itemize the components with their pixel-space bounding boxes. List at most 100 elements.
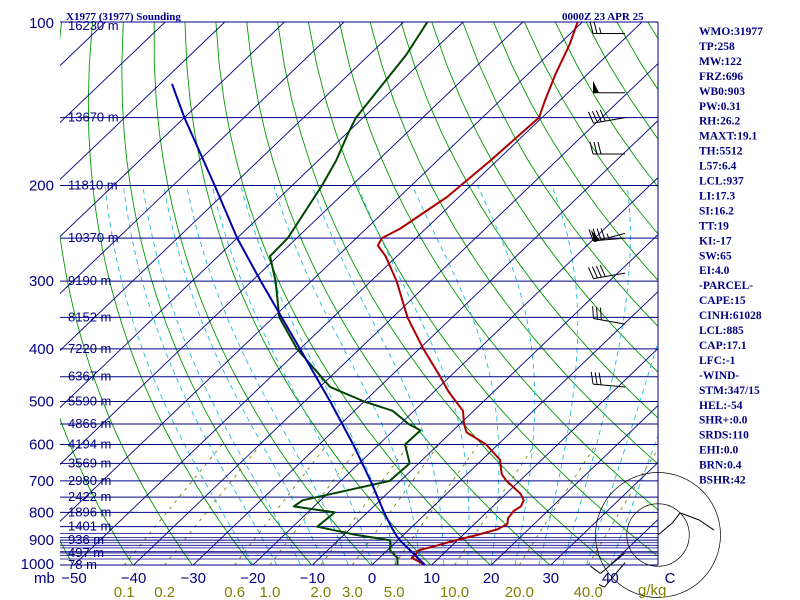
- barb-staff: [604, 562, 626, 588]
- barb-pennant: [593, 80, 599, 93]
- index-line: SW:65: [699, 250, 732, 262]
- barb-flag: [591, 266, 598, 279]
- wind-barb: [587, 109, 626, 124]
- barb-staff: [593, 383, 626, 388]
- pressure-tick-label: 100: [29, 15, 54, 32]
- barb-staff: [593, 318, 626, 325]
- index-line: EI:4.0: [699, 265, 730, 277]
- index-line: LFC:-1: [699, 355, 736, 367]
- isotherm: [60, 22, 345, 295]
- index-line: STM:347/15: [699, 385, 760, 397]
- barb-staff: [593, 272, 626, 280]
- isobars: [60, 21, 658, 566]
- index-line: TH:5512: [699, 146, 743, 158]
- height-label: 1401 m: [68, 519, 111, 534]
- height-label: 1896 m: [68, 504, 111, 519]
- index-line: KI:-17: [699, 235, 732, 247]
- height-labels: 16230 m 13670 m 11810 m 10370 m 9190 m 8152 m…: [68, 18, 119, 572]
- mixing-ratio-tick-label: 0.2: [154, 584, 175, 600]
- mixing-ratio-line: [164, 444, 261, 565]
- ylabel: mb: [34, 570, 55, 587]
- index-line: L57:6.4: [699, 161, 737, 173]
- barb-flag: [598, 372, 602, 385]
- wind-barb: [587, 265, 626, 280]
- wind-barb: [590, 552, 626, 574]
- height-label: 9190 m: [68, 273, 111, 288]
- barb-flag: [595, 265, 602, 278]
- mixing-ratio-axis: 0.1 0.2 0.6 1.0 2.0 3.0 5.0 10.0 20.0 40.0: [114, 584, 603, 600]
- isotherm: [60, 22, 166, 124]
- index-line: BRN:0.4: [699, 460, 742, 472]
- temperature-tick-label: −50: [61, 570, 86, 587]
- height-label: 6367 m: [68, 369, 111, 384]
- index-line: SRDS:110: [699, 430, 749, 442]
- barb-flag: [592, 306, 594, 319]
- barb-flag: [587, 111, 594, 124]
- barb-flag: [590, 565, 601, 574]
- temperature-tick-label: 10: [423, 570, 440, 587]
- parcel-path: [171, 83, 426, 565]
- index-line: CAP:17.1: [699, 340, 747, 352]
- index-line: MAXT:19.1: [699, 131, 757, 143]
- height-label: 10370 m: [68, 230, 119, 245]
- isotherm: [73, 22, 643, 565]
- isotherm: [192, 120, 658, 565]
- index-line: WB0:903: [699, 86, 745, 98]
- barb-flag: [592, 228, 598, 241]
- index-line: RH:26.2: [699, 116, 740, 128]
- height-label: 78 m: [68, 557, 97, 572]
- index-line: -WIND-: [699, 370, 739, 382]
- index-line: CINH:61028: [699, 310, 762, 322]
- isotherm: [60, 22, 226, 181]
- index-line: CAPE:15: [699, 295, 746, 307]
- index-line: SHR+:0.0: [699, 415, 748, 427]
- isotherm: [371, 290, 658, 565]
- height-label: 497 m: [68, 545, 104, 560]
- isotherm: [60, 22, 285, 238]
- pressure-tick-label: 1000: [21, 556, 54, 573]
- isotherm: [490, 404, 658, 565]
- pressure-tick-label: 700: [29, 473, 54, 490]
- index-line: TP:258: [699, 41, 735, 53]
- mixing-ratio-line: [518, 444, 597, 565]
- pressure-tick-label: 200: [29, 177, 54, 194]
- mixing-ratio-tick-label: 1.0: [259, 584, 280, 600]
- index-line: TT:19: [699, 220, 729, 232]
- temperature-tick-label: −20: [240, 570, 265, 587]
- hodograph-trace: [657, 512, 715, 536]
- height-label: 11810 m: [68, 177, 118, 192]
- wind-barb: [593, 80, 625, 94]
- index-line: MW:122: [699, 56, 742, 68]
- pressure-tick-label: 900: [29, 532, 54, 549]
- sounding-profiles: [171, 22, 579, 565]
- wind-barb: [598, 562, 626, 588]
- temperature-tick-label: −40: [121, 570, 146, 587]
- height-label: 4866 m: [68, 416, 111, 431]
- wind-barb: [589, 21, 625, 35]
- temperature-tick-label: 40: [602, 570, 619, 587]
- barb-half-flag: [606, 233, 610, 240]
- mixing-ratio-tick-label: 10.0: [440, 584, 469, 600]
- temperature-tick-label: −30: [180, 570, 205, 587]
- barb-flag: [599, 109, 606, 122]
- barb-half-flag: [598, 583, 605, 588]
- barb-flag: [595, 110, 602, 122]
- isotherm: [431, 347, 658, 565]
- isotherm: [133, 63, 658, 565]
- index-line: LCL:937: [699, 176, 744, 188]
- valid-time: 0000Z 23 APR 25: [562, 11, 644, 23]
- moist-adiabat: [273, 185, 421, 565]
- barb-flag: [590, 371, 594, 385]
- isotherm: [312, 233, 658, 565]
- temperature-axis: −50 −40 −30 −20 −10 0 10 20 30 40 C: [61, 570, 675, 587]
- pressure-axis: 100 200 300 400 500 600 700 800 900 1000: [21, 15, 54, 573]
- temperature-tick-label: 20: [483, 570, 500, 587]
- mixing-ratio-tick-label: 2.0: [310, 584, 331, 600]
- mixing-ratio-line: [587, 447, 658, 565]
- height-label: 8152 m: [68, 309, 111, 324]
- barb-flag: [593, 21, 598, 34]
- isotherm: [60, 22, 464, 409]
- barb-flag: [600, 227, 606, 240]
- pressure-tick-label: 800: [29, 504, 54, 521]
